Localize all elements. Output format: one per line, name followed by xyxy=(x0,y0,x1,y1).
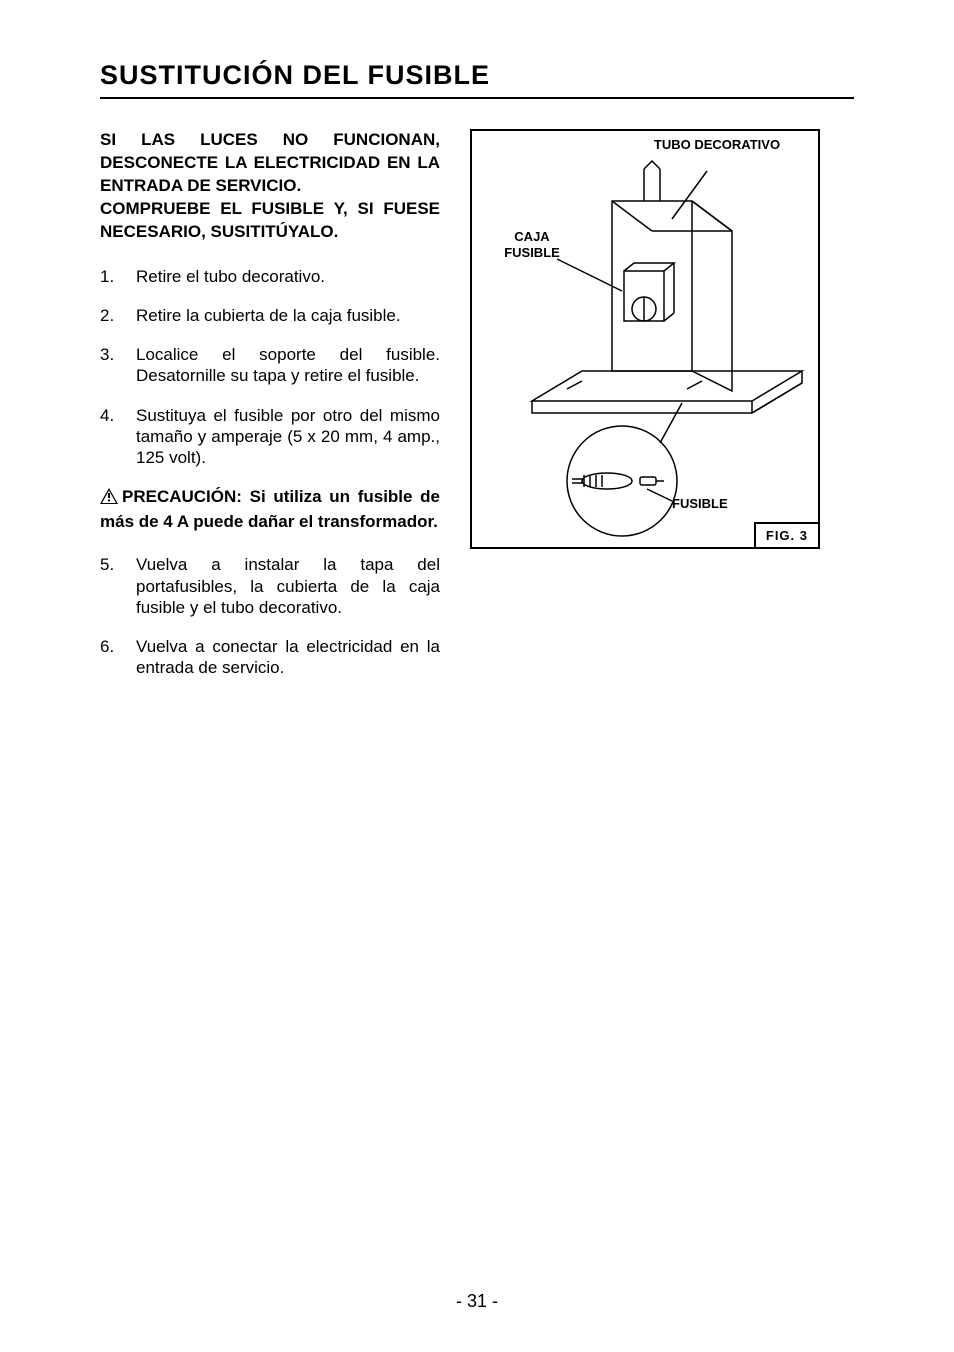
step-1: 1. Retire el tubo decorativo. xyxy=(100,266,440,287)
intro-line-1: SI LAS LUCES NO FUNCIONAN, DESCONECTE LA… xyxy=(100,130,440,195)
step-5: 5. Vuelva a instalar la tapa del portafu… xyxy=(100,554,440,618)
diagram-svg xyxy=(472,131,818,547)
intro-block: SI LAS LUCES NO FUNCIONAN, DESCONECTE LA… xyxy=(100,129,440,244)
right-column: TUBO DECORATIVO CAJA FUSIBLE FUSIBLE xyxy=(470,129,854,697)
step-6-text: Vuelva a conectar la electricidad en la … xyxy=(136,636,440,679)
step-2: 2. Retire la cubierta de la caja fusible… xyxy=(100,305,440,326)
caution-block: PRECAUCIÓN: Si utiliza un fusible de más… xyxy=(100,486,440,534)
step-1-text: Retire el tubo decorativo. xyxy=(136,266,440,287)
step-6-num: 6. xyxy=(100,636,118,679)
step-1-num: 1. xyxy=(100,266,118,287)
step-2-text: Retire la cubierta de la caja fusible. xyxy=(136,305,440,326)
figure-3: TUBO DECORATIVO CAJA FUSIBLE FUSIBLE xyxy=(470,129,820,549)
page-title: SUSTITUCIÓN DEL FUSIBLE xyxy=(100,60,854,99)
caution-text: PRECAUCIÓN: Si utiliza un fusible de más… xyxy=(100,487,440,531)
step-4-text: Sustituya el fusible por otro del mismo … xyxy=(136,405,440,469)
step-6: 6. Vuelva a conectar la electricidad en … xyxy=(100,636,440,679)
warning-icon xyxy=(100,488,118,511)
step-5-text: Vuelva a instalar la tapa del portafusib… xyxy=(136,554,440,618)
left-column: SI LAS LUCES NO FUNCIONAN, DESCONECTE LA… xyxy=(100,129,440,697)
step-4: 4. Sustituya el fusible por otro del mis… xyxy=(100,405,440,469)
step-3-text: Localice el soporte del fusible. Desator… xyxy=(136,344,440,387)
step-5-num: 5. xyxy=(100,554,118,618)
step-2-num: 2. xyxy=(100,305,118,326)
step-3: 3. Localice el soporte del fusible. Desa… xyxy=(100,344,440,387)
step-4-num: 4. xyxy=(100,405,118,469)
step-3-num: 3. xyxy=(100,344,118,387)
figure-caption: FIG. 3 xyxy=(754,522,818,547)
page-number: - 31 - xyxy=(0,1291,954,1312)
intro-line-2: COMPRUEBE EL FUSIBLE Y, SI FUESE NECESAR… xyxy=(100,199,440,241)
